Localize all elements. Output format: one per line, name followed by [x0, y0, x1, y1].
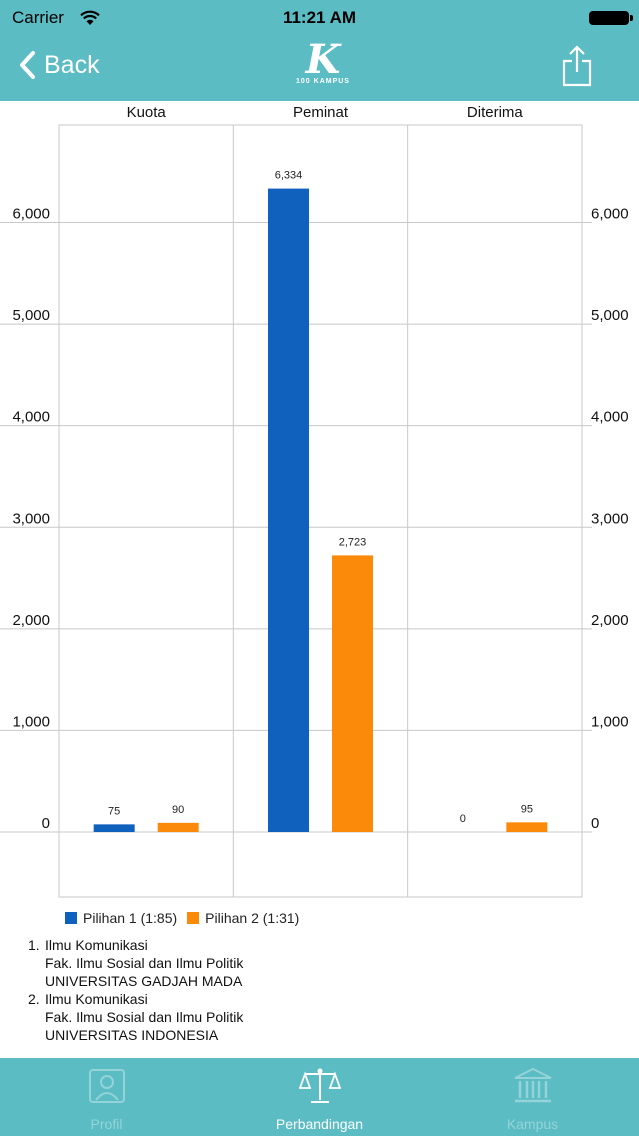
profile-icon	[89, 1069, 125, 1103]
note-item-1: 1. Ilmu Komunikasi Fak. Ilmu Sosial dan …	[28, 936, 243, 990]
y-tick-label-left: 3,000	[12, 510, 50, 527]
y-tick-label-right: 2,000	[591, 612, 629, 629]
tab-profil[interactable]: Profil	[0, 1058, 213, 1136]
y-tick-label-right: 6,000	[591, 206, 629, 223]
legend-item-series-2: Pilihan 2 (1:31)	[187, 910, 299, 926]
carrier-label: Carrier	[12, 8, 64, 27]
bar-value-label: 90	[172, 804, 184, 816]
y-tick-label-left: 4,000	[12, 409, 50, 426]
y-tick-label-left: 1,000	[12, 713, 50, 730]
y-tick-label-right: 1,000	[591, 713, 629, 730]
tab-bar: Profil Perbandingan Kampus	[0, 1058, 639, 1136]
bar-series-1	[93, 824, 135, 832]
nav-header: Carrier 11:21 AM Back K 100 KAMPUS	[0, 0, 639, 101]
bar-value-label: 6,334	[275, 170, 303, 182]
tab-kampus[interactable]: Kampus	[426, 1058, 639, 1136]
chart-legend: Pilihan 1 (1:85) Pilihan 2 (1:31)	[65, 910, 299, 926]
bar-value-label: 75	[108, 805, 120, 817]
legend-swatch-1	[65, 912, 77, 924]
battery-icon	[589, 11, 633, 25]
logo-letter: K	[305, 36, 341, 83]
note-university: UNIVERSITAS INDONESIA	[45, 1027, 219, 1043]
back-button[interactable]: Back	[18, 50, 100, 80]
y-tick-label-left: 2,000	[12, 612, 50, 629]
legend-swatch-2	[187, 912, 200, 924]
note-university: UNIVERSITAS GADJAH MADA	[45, 973, 243, 989]
chevron-left-icon	[20, 51, 35, 79]
bar-value-label: 95	[521, 803, 533, 815]
campus-icon	[514, 1067, 552, 1103]
tab-label-profil: Profil	[90, 1116, 123, 1132]
status-bar: Carrier 11:21 AM	[0, 0, 639, 36]
status-time: 11:21 AM	[282, 8, 357, 27]
note-number: 2.	[28, 991, 40, 1007]
plot-frame	[58, 124, 583, 898]
legend-item-series-1: Pilihan 1 (1:85)	[65, 910, 177, 926]
wifi-icon	[80, 10, 100, 25]
comparison-chart: 0 0 1,000 1,000 2,000 2,000 3,000 3,000 4,000 4,0…	[0, 101, 639, 901]
note-number: 1.	[28, 937, 40, 953]
note-faculty: Fak. Ilmu Sosial dan Ilmu Politik	[45, 955, 244, 971]
category-label: Kuota	[127, 104, 167, 121]
y-tick-label-left: 5,000	[12, 307, 50, 324]
tab-perbandingan[interactable]: Perbandingan	[213, 1058, 426, 1136]
bar-series-2	[157, 822, 199, 832]
y-tick-label-right: 0	[591, 815, 599, 832]
category-label: Peminat	[293, 104, 349, 121]
bar-value-label: 2,723	[339, 536, 367, 548]
y-tick-label-right: 5,000	[591, 307, 629, 324]
bar-series-2	[506, 822, 548, 832]
y-tick-label-right: 4,000	[591, 409, 629, 426]
chart-svg: 0 0 1,000 1,000 2,000 2,000 3,000 3,000 4,000 4,0…	[0, 104, 629, 898]
note-program: Ilmu Komunikasi	[45, 937, 148, 953]
tab-label-kampus: Kampus	[506, 1116, 559, 1132]
y-tick-label-right: 3,000	[591, 510, 629, 527]
y-tick-label-left: 6,000	[12, 206, 50, 223]
note-faculty: Fak. Ilmu Sosial dan Ilmu Politik	[45, 1009, 244, 1025]
note-program: Ilmu Komunikasi	[45, 991, 148, 1007]
logo-subtitle: 100 KAMPUS	[296, 78, 350, 85]
program-notes: 1. Ilmu Komunikasi Fak. Ilmu Sosial dan …	[28, 936, 243, 1044]
y-tick-label-left: 0	[42, 815, 50, 832]
category-label: Diterima	[467, 104, 523, 121]
note-item-2: 2. Ilmu Komunikasi Fak. Ilmu Sosial dan …	[28, 990, 243, 1044]
bar-value-label: 0	[460, 813, 466, 825]
tab-label-perbandingan: Perbandingan	[275, 1116, 364, 1132]
bar-series-2	[332, 555, 373, 832]
back-label: Back	[44, 50, 100, 79]
legend-label-2: Pilihan 2 (1:31)	[205, 910, 300, 926]
app-logo: K 100 KAMPUS	[295, 40, 351, 90]
scale-icon	[299, 1068, 341, 1103]
legend-label-1: Pilihan 1 (1:85)	[83, 910, 178, 926]
share-icon[interactable]	[561, 45, 593, 87]
bar-series-1	[268, 188, 309, 832]
